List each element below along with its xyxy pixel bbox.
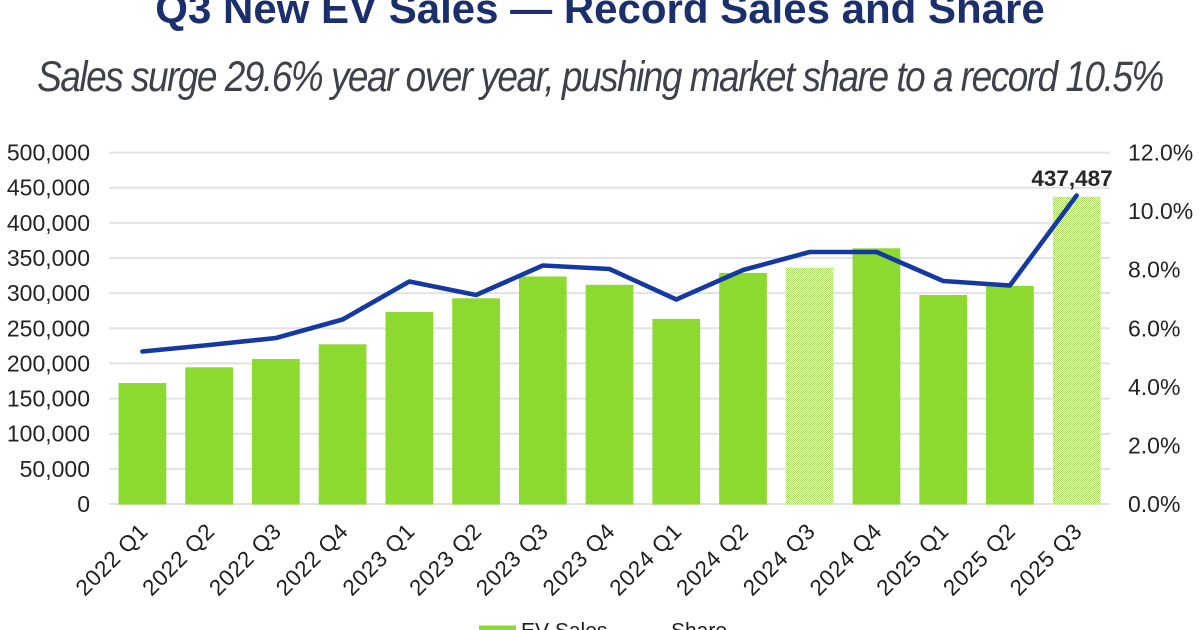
svg-text:2025 Q1: 2025 Q1 [872, 518, 954, 600]
svg-text:Share: Share [671, 620, 727, 630]
svg-text:2022 Q1: 2022 Q1 [71, 518, 153, 600]
svg-text:0: 0 [77, 491, 90, 517]
svg-text:2023 Q3: 2023 Q3 [471, 518, 553, 600]
svg-text:50,000: 50,000 [20, 456, 90, 482]
svg-text:2024 Q1: 2024 Q1 [605, 518, 687, 600]
svg-text:8.0%: 8.0% [1128, 257, 1180, 283]
svg-text:2.0%: 2.0% [1128, 432, 1180, 458]
svg-text:2022 Q3: 2022 Q3 [204, 518, 286, 600]
svg-text:12.0%: 12.0% [1128, 140, 1193, 166]
svg-text:250,000: 250,000 [7, 315, 90, 341]
svg-text:Sales surge 29.6% year over ye: Sales surge 29.6% year over year, pushin… [37, 54, 1163, 101]
svg-text:EV Sales: EV Sales [521, 620, 607, 630]
svg-text:6.0%: 6.0% [1128, 315, 1180, 341]
svg-text:2024 Q4: 2024 Q4 [805, 518, 887, 600]
svg-text:2025 Q2: 2025 Q2 [938, 518, 1020, 600]
svg-text:2023 Q2: 2023 Q2 [404, 518, 486, 600]
svg-text:2024 Q3: 2024 Q3 [738, 518, 820, 600]
svg-text:Q3 New EV Sales — Record Sales: Q3 New EV Sales — Record Sales and Share [155, 0, 1044, 32]
svg-text:2024 Q2: 2024 Q2 [671, 518, 753, 600]
svg-text:500,000: 500,000 [7, 140, 90, 166]
svg-text:10.0%: 10.0% [1128, 198, 1193, 224]
svg-text:2023 Q4: 2023 Q4 [538, 518, 620, 600]
svg-text:350,000: 350,000 [7, 245, 90, 271]
svg-text:2023 Q1: 2023 Q1 [338, 518, 420, 600]
svg-text:150,000: 150,000 [7, 386, 90, 412]
svg-text:400,000: 400,000 [7, 210, 90, 236]
svg-text:437,487: 437,487 [1031, 166, 1112, 191]
svg-text:4.0%: 4.0% [1128, 374, 1180, 400]
svg-text:2022 Q2: 2022 Q2 [137, 518, 219, 600]
svg-text:2022 Q4: 2022 Q4 [271, 518, 353, 600]
svg-text:450,000: 450,000 [7, 175, 90, 201]
svg-text:2025 Q3: 2025 Q3 [1005, 518, 1087, 600]
svg-text:0.0%: 0.0% [1128, 491, 1180, 517]
svg-text:100,000: 100,000 [7, 421, 90, 447]
svg-text:200,000: 200,000 [7, 350, 90, 376]
svg-text:300,000: 300,000 [7, 280, 90, 306]
